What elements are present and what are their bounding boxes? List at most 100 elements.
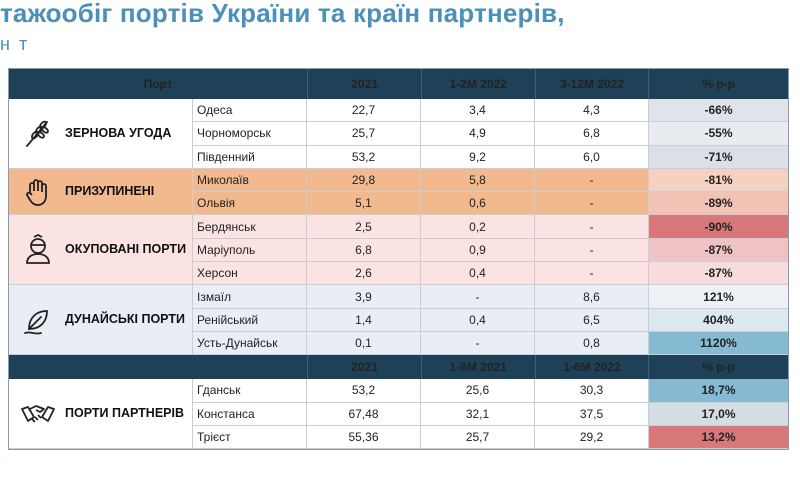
table-row: Констанса 67,48 32,1 37,5 17,0% — [193, 402, 788, 426]
group-title: ЗЕРНОВА УГОДА — [65, 125, 172, 140]
value-pct: 1120% — [649, 331, 788, 356]
group-title: ПОРТИ ПАРТНЕРІВ — [65, 406, 184, 421]
table-row: Ольвія 5,1 0,6- -89% — [193, 192, 788, 216]
header-2021: 2021 — [308, 69, 422, 99]
value-period1: 9,2 — [421, 145, 535, 169]
value-period1: - — [421, 331, 535, 356]
ports-table: Порт 2021 1-2M 2022 3-12M 2022 % р-р ЗЕР… — [8, 68, 789, 451]
group-rows: Миколаїв 29,8 5,8- -81% Ольвія 5,1 0,6- -89% — [193, 168, 788, 216]
port-name: Миколаїв — [193, 168, 307, 193]
value-period1: 4,9 — [421, 122, 535, 146]
header2-period2: 1-6M 2022 — [536, 355, 650, 380]
header-period1: 1-2M 2022 — [422, 69, 536, 99]
page-subtitle: н т — [0, 34, 30, 54]
group-3: ДУНАЙСЬКІ ПОРТИ Ізмаїл 3,9-8,6 121% Ренійськ… — [9, 285, 788, 356]
group-label: ЗЕРНОВА УГОДА — [9, 99, 193, 169]
table-row: Ізмаїл 3,9-8,6 121% — [193, 285, 788, 309]
occupied-person-icon — [19, 231, 57, 269]
value-period1: 0,9 — [421, 238, 535, 263]
group-label: ДУНАЙСЬКІ ПОРТИ — [9, 285, 193, 356]
value-period2: 0,8 — [535, 331, 649, 356]
value-period2: 4,3 — [535, 99, 649, 123]
group-title: ПРИЗУПИНЕНІ — [65, 184, 155, 199]
value-period1: 32,1 — [421, 402, 535, 426]
value-period2: 29,2 — [535, 425, 649, 450]
table-row: Маріуполь 6,8 0,9- -87% — [193, 238, 788, 263]
value-2021: 6,8 — [307, 238, 421, 263]
port-name: Маріуполь — [193, 238, 307, 263]
value-period2: - — [535, 192, 649, 216]
value-pct: -87% — [649, 262, 788, 286]
group-rows: Одеса 22,7 3,4 4,3 -66% Чорноморськ 25,7 4,9 6,8… — [193, 99, 788, 169]
group-label: ПРИЗУПИНЕНІ — [9, 168, 193, 216]
value-period2: - — [535, 168, 649, 193]
group-title: ОКУПОВАНІ ПОРТИ — [65, 242, 187, 257]
port-name: Херсон — [193, 262, 307, 286]
value-2021: 0,1 — [307, 331, 421, 356]
header-blank — [9, 355, 309, 380]
hand-stop-icon — [19, 173, 57, 211]
table-row: Херсон 2,6 0,4- -87% — [193, 262, 788, 286]
table-row: Трієст 55,36 25,7 29,2 13,2% — [193, 425, 788, 450]
port-name: Одеса — [193, 99, 307, 123]
value-2021: 2,6 — [307, 262, 421, 286]
group-rows: Бердянськ 2,5 0,2- -90% Маріуполь 6,8 0,9- -87%… — [193, 215, 788, 286]
value-pct: -66% — [649, 99, 788, 123]
group-0: ЗЕРНОВА УГОДА Одеса 22,7 3,4 4,3 -66% Чорномор… — [9, 99, 788, 169]
value-2021: 25,7 — [307, 122, 421, 146]
value-period2: 30,3 — [535, 379, 649, 403]
value-period2: 8,6 — [535, 285, 649, 309]
value-period1: 0,6 — [421, 192, 535, 216]
value-2021: 55,36 — [307, 425, 421, 450]
group-label: ОКУПОВАНІ ПОРТИ — [9, 215, 193, 286]
table-row: Бердянськ 2,5 0,2- -90% — [193, 215, 788, 239]
wheat-icon — [19, 114, 57, 152]
value-period2: 6,0 — [535, 145, 649, 169]
value-period2: - — [535, 238, 649, 263]
group-1: ПРИЗУПИНЕНІ Миколаїв 29,8 5,8- -81% Ольвія 5,1… — [9, 168, 788, 216]
value-period1: 5,8 — [421, 168, 535, 193]
value-period1: 0,4 — [421, 262, 535, 286]
value-2021: 53,2 — [307, 145, 421, 169]
port-name: Чорноморськ — [193, 122, 307, 146]
table-header: Порт 2021 1-2M 2022 3-12M 2022 % р-р — [9, 69, 788, 99]
value-2021: 5,1 — [307, 192, 421, 216]
group-2: ОКУПОВАНІ ПОРТИ Бердянськ 2,5 0,2- -90% Маріу… — [9, 215, 788, 286]
value-pct: 18,7% — [649, 379, 788, 403]
value-2021: 22,7 — [307, 99, 421, 123]
value-period2: 37,5 — [535, 402, 649, 426]
table-row: Гданськ 53,2 25,6 30,3 18,7% — [193, 379, 788, 403]
value-period2: 6,5 — [535, 308, 649, 332]
value-2021: 3,9 — [307, 285, 421, 309]
value-period2: - — [535, 215, 649, 239]
value-2021: 67,48 — [307, 402, 421, 426]
port-name: Південний — [193, 145, 307, 169]
value-pct: 121% — [649, 285, 788, 309]
group-rows: Гданськ 53,2 25,6 30,3 18,7% Констанса 67,48 32… — [193, 379, 788, 450]
value-period1: 25,7 — [421, 425, 535, 450]
value-pct: -89% — [649, 192, 788, 216]
group-title: ДУНАЙСЬКІ ПОРТИ — [65, 312, 185, 327]
header2-2021: 2021 — [308, 355, 422, 380]
value-period1: - — [421, 285, 535, 309]
partner-ports-body: ПОРТИ ПАРТНЕРІВ Гданськ 53,2 25,6 30,3 18,7% К… — [9, 379, 788, 450]
table-header-partners: 2021 1-6M 2021 1-6M 2022 % р-р — [9, 355, 788, 380]
ukraine-ports-body: ЗЕРНОВА УГОДА Одеса 22,7 3,4 4,3 -66% Чорномор… — [9, 99, 788, 356]
port-name: Гданськ — [193, 379, 307, 403]
port-name: Трієст — [193, 425, 307, 450]
danube-leaf-icon — [19, 301, 57, 339]
header-period2: 3-12M 2022 — [536, 69, 650, 99]
value-2021: 2,5 — [307, 215, 421, 239]
table-row: Південний 53,2 9,2 6,0 -71% — [193, 145, 788, 169]
header-port: Порт — [9, 69, 309, 99]
value-pct: -55% — [649, 122, 788, 146]
page-title: тажообіг портів України та країн партнер… — [0, 0, 565, 28]
value-period1: 3,4 — [421, 99, 535, 123]
group-rows: Ізмаїл 3,9-8,6 121% Ренійський 1,4 0,4 6,5 404%… — [193, 285, 788, 356]
value-pct: 17,0% — [649, 402, 788, 426]
value-2021: 53,2 — [307, 379, 421, 403]
value-pct: -87% — [649, 238, 788, 263]
group-partners: ПОРТИ ПАРТНЕРІВ Гданськ 53,2 25,6 30,3 18,7% К… — [9, 379, 788, 450]
value-pct: -90% — [649, 215, 788, 239]
table-row: Ренійський 1,4 0,4 6,5 404% — [193, 308, 788, 332]
